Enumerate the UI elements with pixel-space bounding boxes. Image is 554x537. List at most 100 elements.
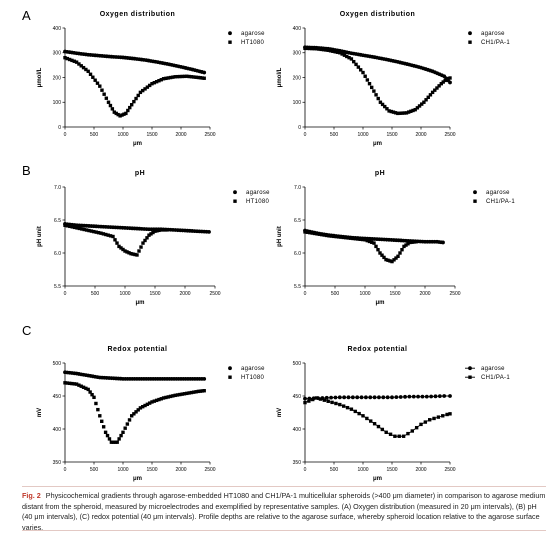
data-point: [131, 252, 135, 256]
data-point: [139, 245, 143, 249]
legend-entry: agarose: [228, 31, 265, 37]
data-point: [70, 58, 74, 63]
data-point: [433, 394, 438, 399]
data-point: [192, 390, 196, 394]
data-point: [79, 64, 83, 68]
data-point: [412, 240, 416, 244]
data-point: [134, 410, 138, 414]
legend-entry: agarose: [228, 366, 265, 372]
data-point: [315, 232, 319, 236]
data-point: [105, 433, 110, 438]
data-point: [402, 244, 406, 249]
legend-marker: [233, 190, 237, 195]
x-tick-label: 0: [304, 132, 307, 138]
data-point: [182, 74, 187, 79]
legend-marker: [468, 375, 472, 379]
x-tick-label: 1500: [146, 132, 157, 138]
data-point: [122, 112, 126, 116]
data-point: [154, 80, 159, 84]
data-point: [422, 100, 426, 104]
y-tick-label: 450: [293, 394, 302, 400]
data-point: [143, 238, 147, 243]
y-tick-label: 200: [53, 75, 62, 81]
series-ht1080: [63, 223, 169, 257]
data-point: [398, 251, 402, 255]
data-point: [88, 72, 93, 76]
data-point: [303, 400, 307, 405]
x-tick-label: 1500: [386, 132, 397, 138]
data-point: [109, 440, 114, 444]
data-point: [358, 237, 362, 241]
data-point: [189, 75, 194, 79]
x-axis-label: μm: [133, 476, 142, 482]
data-point: [192, 75, 196, 79]
data-point: [332, 234, 336, 239]
data-point: [406, 110, 411, 114]
chart-title: pH: [375, 170, 385, 177]
x-tick-label: 2500: [204, 132, 215, 138]
x-tick-label: 2000: [415, 132, 426, 138]
y-tick-label: 6.5: [54, 218, 61, 224]
data-point: [108, 103, 113, 108]
chart-title: Redox potential: [107, 346, 167, 353]
data-point: [185, 391, 189, 396]
data-point: [86, 69, 90, 74]
data-point: [143, 87, 147, 91]
data-point: [338, 402, 342, 407]
data-point: [159, 78, 163, 82]
data-point: [202, 70, 207, 75]
data-point: [354, 62, 358, 67]
data-point: [84, 67, 88, 72]
data-point: [324, 48, 328, 52]
legend-marker: [468, 31, 472, 36]
data-point: [123, 249, 127, 253]
data-point: [143, 403, 147, 408]
data-point: [352, 59, 356, 64]
data-point: [100, 419, 104, 423]
data-point: [417, 104, 422, 108]
data-point: [175, 74, 180, 79]
data-point: [150, 400, 154, 404]
data-point: [335, 50, 340, 54]
legend-label: HT1080: [246, 199, 270, 205]
data-point: [387, 109, 391, 113]
data-point: [95, 81, 100, 85]
data-point: [314, 396, 319, 400]
x-tick-label: 0: [304, 467, 307, 473]
data-point: [303, 230, 307, 234]
data-point: [198, 389, 203, 393]
data-point: [65, 224, 70, 228]
data-point: [398, 111, 402, 115]
legend-label: agarose: [481, 366, 505, 372]
data-point: [443, 78, 447, 83]
data-point: [194, 75, 198, 79]
data-point: [400, 111, 404, 115]
data-point: [416, 394, 420, 399]
data-point: [92, 229, 96, 234]
data-point: [173, 393, 177, 398]
data-point: [345, 54, 349, 59]
data-point: [166, 76, 170, 80]
x-tick-label: 2500: [204, 467, 215, 473]
data-point: [108, 234, 113, 238]
y-axis-label: mV: [37, 408, 43, 417]
data-point: [330, 400, 334, 405]
data-point: [448, 76, 452, 80]
data-point: [155, 229, 159, 233]
data-point: [310, 231, 314, 235]
y-tick-label: 200: [293, 75, 302, 81]
y-tick-label: 350: [53, 460, 62, 466]
data-point: [385, 107, 389, 111]
data-point: [161, 228, 165, 232]
data-point: [120, 113, 124, 117]
legend-marker: [228, 375, 232, 379]
data-point: [145, 402, 150, 407]
data-point: [106, 233, 110, 237]
data-point: [430, 90, 435, 95]
chart-redox-ch1pa1: Redox potential 350 400 450 500 0 500 1000 1500 2…: [277, 346, 510, 482]
data-point: [378, 100, 383, 104]
data-point: [403, 394, 407, 399]
data-point: [411, 108, 415, 113]
data-point: [410, 429, 414, 433]
